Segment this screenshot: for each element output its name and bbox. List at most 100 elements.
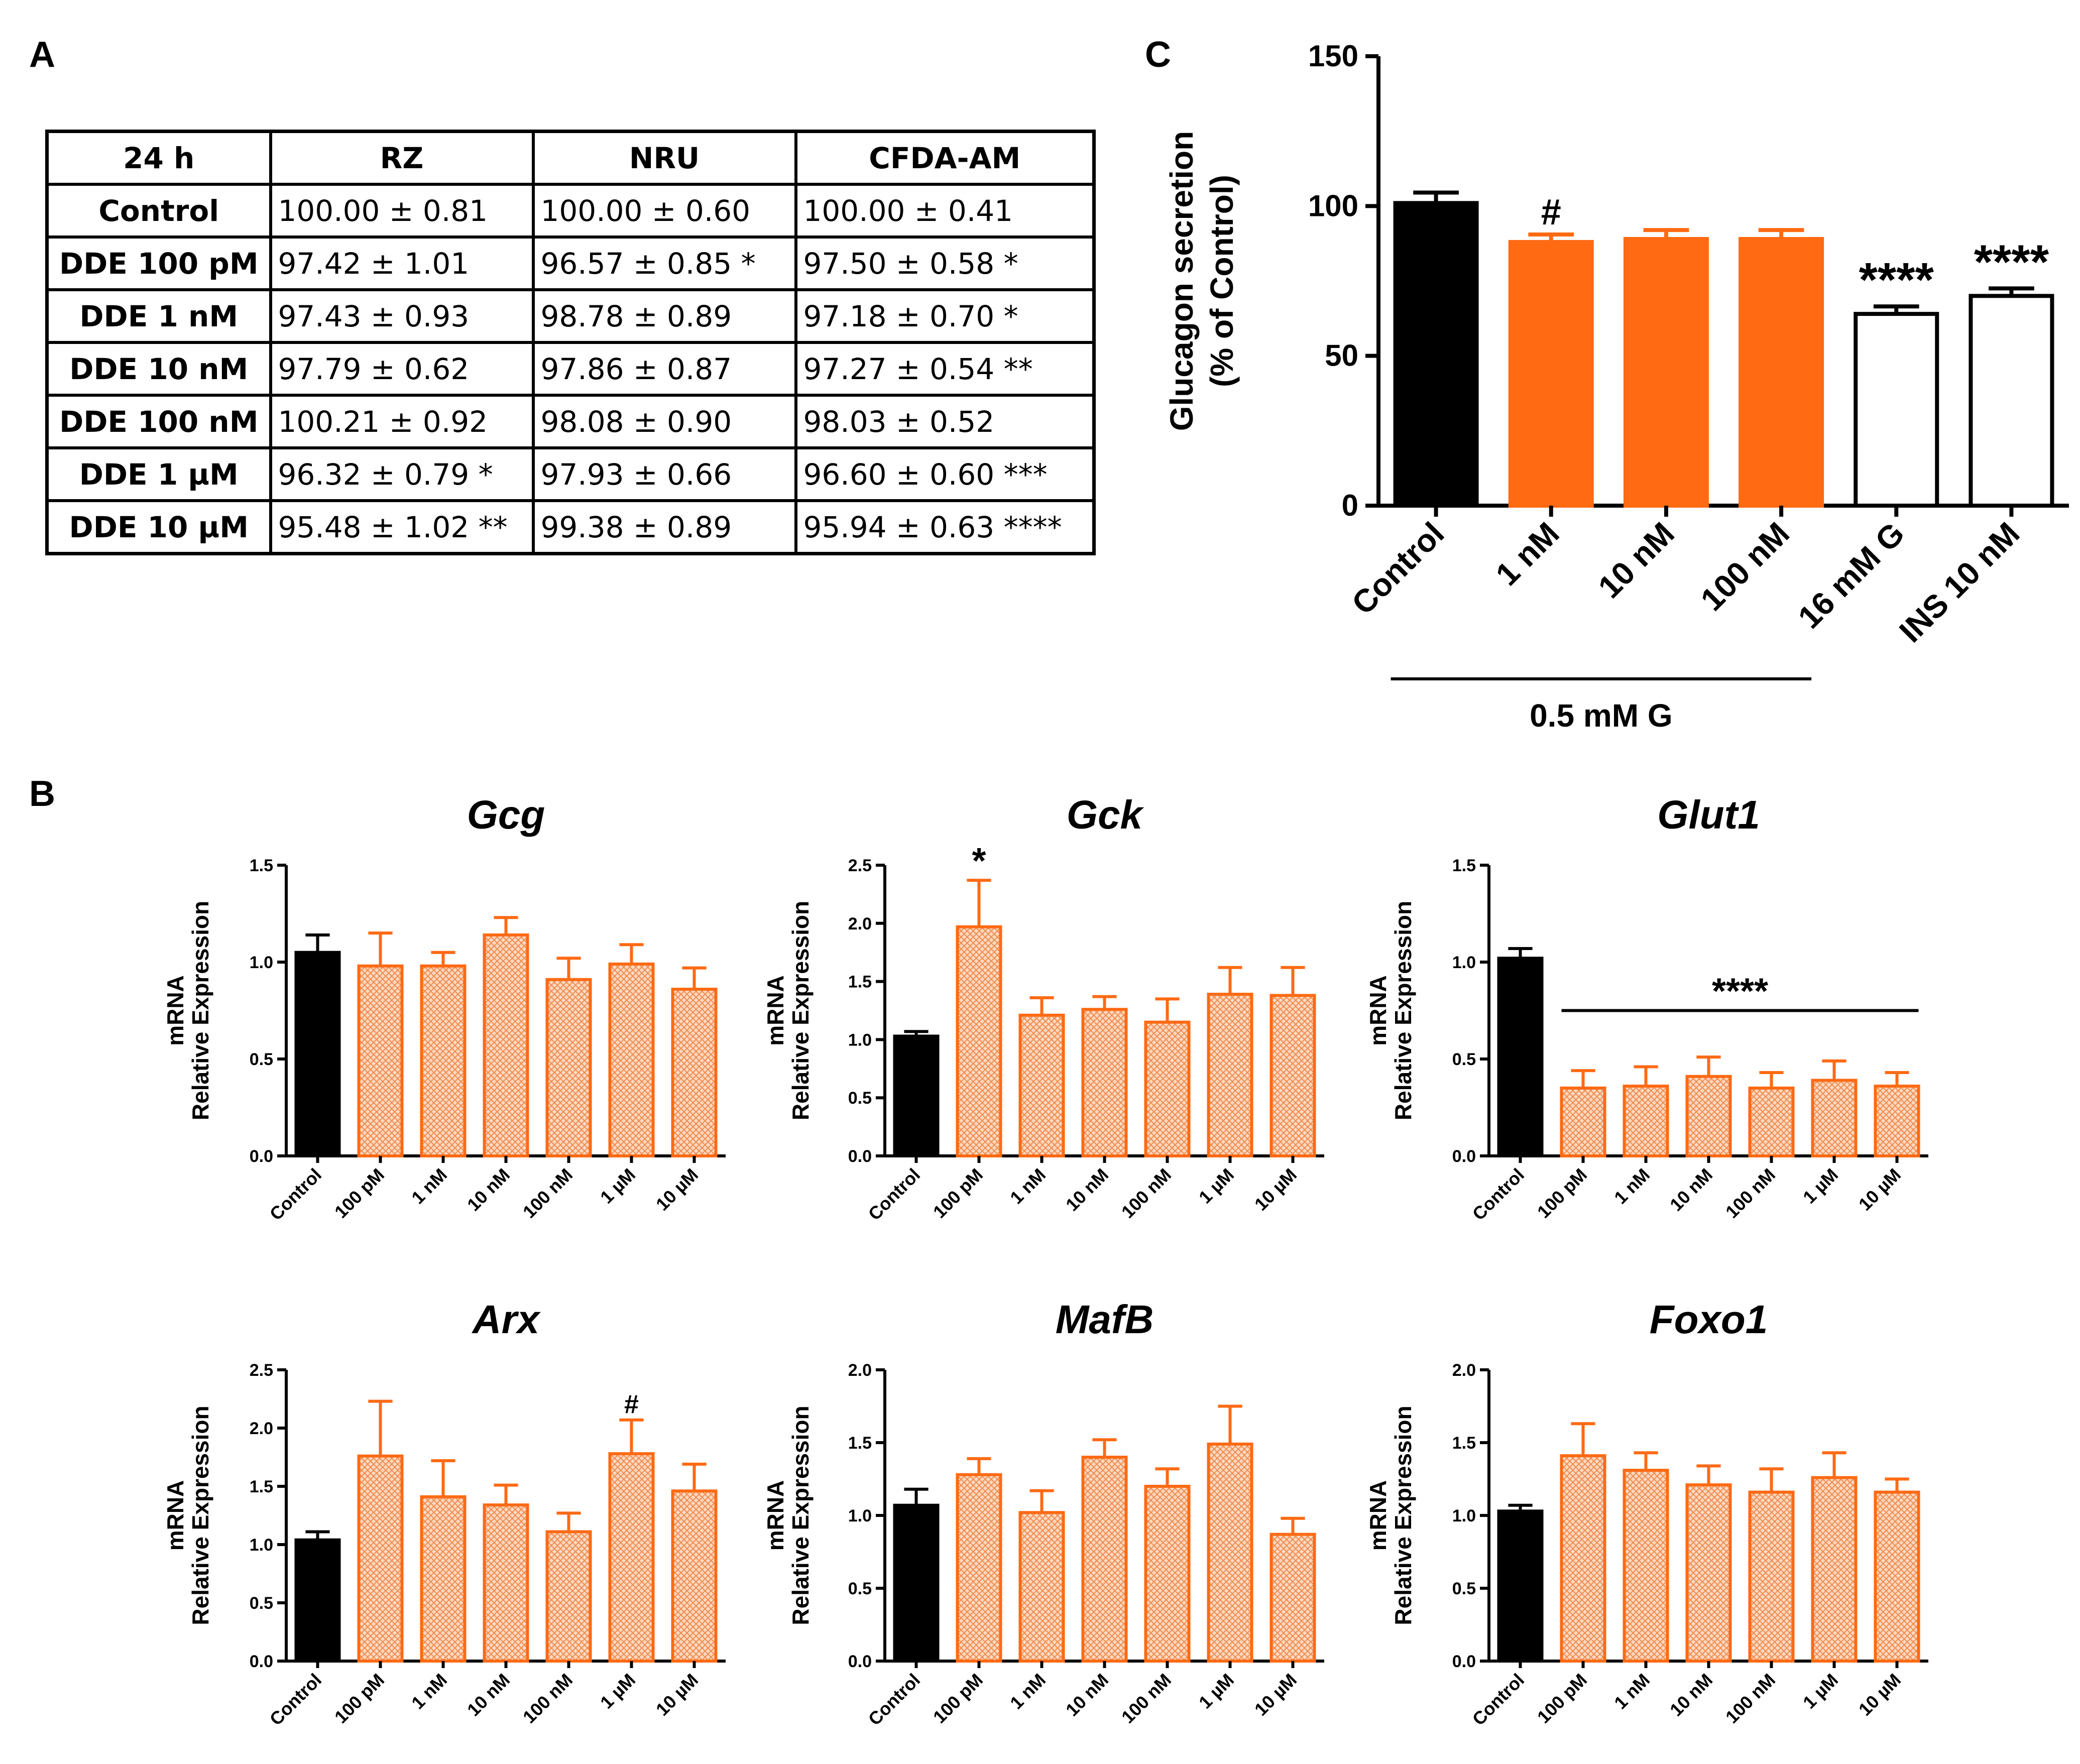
x-tick-label: INS 10 nM [1892,515,2026,649]
x-tick-label: Control [864,1164,924,1224]
significance-label: **** [1974,235,2049,289]
bar [1560,1454,1606,1663]
y-tick-label: 0.0 [848,1652,872,1671]
bar [1144,1020,1191,1158]
table-row: DDE 1 µM 96.32 ± 0.79 * 97.93 ± 0.66 96.60 … [45,446,1096,502]
table-row-label: DDE 100 pM [45,236,272,291]
table-cell: 99.38 ± 0.89 [531,499,797,555]
y-tick-label: 0.0 [848,1147,872,1166]
y-axis-label: Relative Expression [187,901,213,1120]
bar [1969,294,2054,508]
y-tick-label: 0.5 [848,1089,872,1108]
y-axis-label: Relative Expression [187,1405,213,1625]
x-tick-label: 1 µM [1799,1670,1842,1713]
table-header-cell: NRU [531,130,797,186]
y-tick-label: 1.0 [848,1506,872,1525]
table-header-cell: 24 h [45,130,272,186]
y-axis-label: Relative Expression [787,1405,814,1625]
table-header-row: 24 h RZ NRU CFDA-AM [45,130,1096,186]
bar [545,978,592,1157]
table-cell: 100.00 ± 0.60 [531,183,797,239]
bar [608,1452,655,1663]
y-tick-label: 2.5 [848,856,872,875]
bar [545,1530,592,1663]
bar [1081,1456,1128,1663]
bar [1623,1085,1669,1158]
x-tick-label: 100 pM [1533,1670,1591,1727]
table-cell: 100.00 ± 0.41 [794,183,1096,239]
bar [1685,1483,1732,1663]
x-tick-label: 10 nM [463,1164,514,1215]
y-tick-label: 0.0 [250,1652,273,1671]
x-tick-label: 100 nM [1721,1164,1779,1222]
y-tick-label: 0.0 [1452,1652,1476,1671]
bar [1508,240,1594,508]
chart-title: Gck [1067,792,1144,837]
x-tick-label: Control [1468,1670,1528,1729]
y-tick-label: 1.0 [1452,1506,1476,1525]
x-tick-label: 1 µM [596,1670,639,1713]
y-tick-label: 1.0 [250,953,273,972]
bar [1269,994,1316,1157]
bar [1269,1533,1316,1663]
x-tick-label: 1 nM [407,1670,451,1713]
bar [1874,1490,1920,1663]
table-cell: 97.18 ± 0.70 * [794,288,1096,344]
y-tick-label: 2.0 [250,1419,273,1438]
table-row-label: DDE 100 nM [45,394,272,449]
x-tick-label: 100 pM [929,1164,987,1222]
x-tick-label: Control [266,1164,325,1224]
bar [671,1489,718,1663]
y-tick-label: 150 [1308,39,1358,73]
bar [1874,1085,1920,1158]
table-cell: 97.27 ± 0.54 ** [794,341,1096,397]
x-tick-label: Control [1468,1164,1528,1224]
y-axis-label: (% of Control) [1204,175,1240,387]
x-tick-label: 100 nM [1117,1164,1175,1222]
table-row-label: DDE 10 µM [45,499,272,555]
table-row-label: Control [45,183,272,239]
x-tick-label: Control [1345,515,1451,622]
table-cell: 97.79 ± 0.62 [269,341,535,397]
table-row: Control 100.00 ± 0.81 100.00 ± 0.60 100.00 … [45,183,1096,239]
y-axis-label: mRNA [1365,975,1391,1046]
bar [357,1454,404,1663]
table-cell: 98.78 ± 0.89 [531,288,797,344]
panel-label-c: C [1145,35,1171,75]
bar [1739,237,1824,508]
x-tick-label: 10 nM [1666,1164,1716,1215]
bar [1685,1075,1732,1157]
bar [1018,1013,1065,1158]
significance-label: * [972,841,986,881]
y-tick-label: 50 [1325,339,1358,373]
bar [1144,1485,1191,1663]
y-tick-label: 2.0 [1452,1361,1476,1380]
table-cell: 96.32 ± 0.79 * [269,446,535,502]
y-tick-label: 0.0 [1452,1147,1476,1166]
bar [893,1034,940,1157]
x-tick-label: 10 µM [1250,1164,1301,1215]
y-tick-label: 1.5 [1452,856,1476,875]
bar [294,1538,341,1663]
table-row-label: DDE 10 nM [45,341,272,397]
y-tick-label: 0.0 [250,1147,273,1166]
y-tick-label: 1.0 [848,1030,872,1049]
x-tick-label: 10 nM [1062,1164,1112,1215]
bar [483,933,529,1157]
y-tick-label: 2.0 [848,914,872,933]
table-cell: 100.00 ± 0.81 [269,183,535,239]
x-tick-label: 10 µM [652,1670,702,1720]
table-cell: 97.42 ± 1.01 [269,236,535,291]
y-axis-label: mRNA [762,1480,788,1551]
table-cell: 97.43 ± 0.93 [269,288,535,344]
y-tick-label: 0.5 [848,1579,872,1598]
bar [1811,1079,1858,1157]
chart-title: Foxo1 [1650,1297,1768,1342]
chart-title: Arx [472,1297,541,1342]
y-tick-label: 0.5 [250,1050,273,1069]
y-tick-label: 1.5 [1452,1434,1476,1453]
group-label: 0.5 mM G [1530,697,1673,734]
panel-label-a: A [29,35,55,75]
x-tick-label: 1 nM [1610,1164,1654,1208]
table-cell: 96.60 ± 0.60 *** [794,446,1096,502]
